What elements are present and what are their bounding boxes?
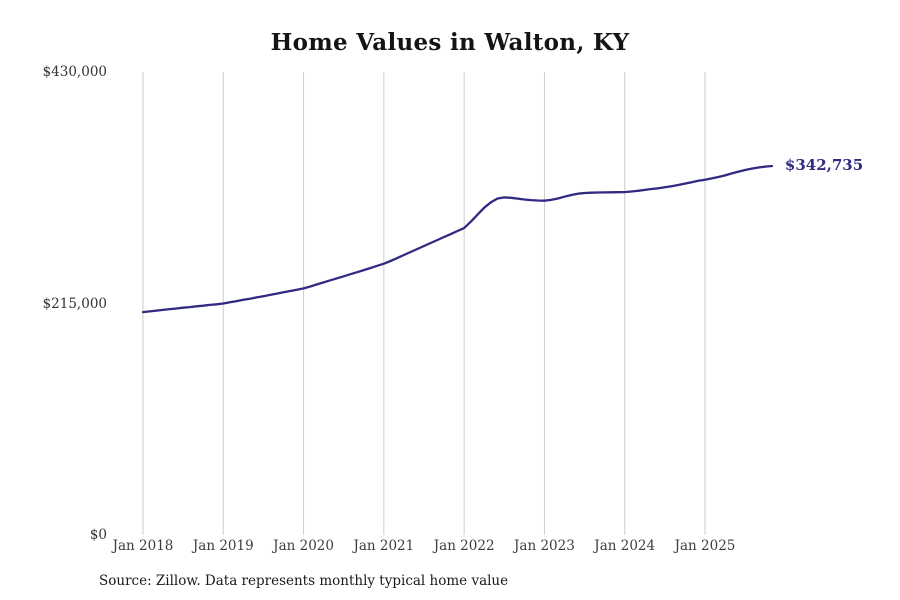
home-value-line — [141, 164, 774, 314]
x-axis-tick-label: Jan 2019 — [192, 538, 254, 554]
y-axis-tick-label: $0 — [89, 527, 107, 543]
x-axis-tick-label: Jan 2018 — [112, 538, 174, 554]
source-note: Source: Zillow. Data represents monthly … — [99, 573, 509, 589]
x-axis-tick-label: Jan 2023 — [514, 538, 575, 554]
x-axis-tick-label: Jan 2024 — [594, 538, 656, 554]
x-axis-tick-label: Jan 2022 — [433, 538, 495, 554]
latest-value-label: $342,735 — [784, 155, 864, 174]
y-axis-tick-label: $215,000 — [42, 295, 107, 312]
x-axis-tick-label: Jan 2021 — [353, 538, 415, 554]
chart-title: Home Values in Walton, KY — [270, 29, 630, 56]
y-axis-tick-label: $430,000 — [42, 64, 107, 80]
x-axis-tick-label: Jan 2020 — [273, 538, 334, 554]
x-axis-tick-label: Jan 2025 — [674, 538, 736, 554]
